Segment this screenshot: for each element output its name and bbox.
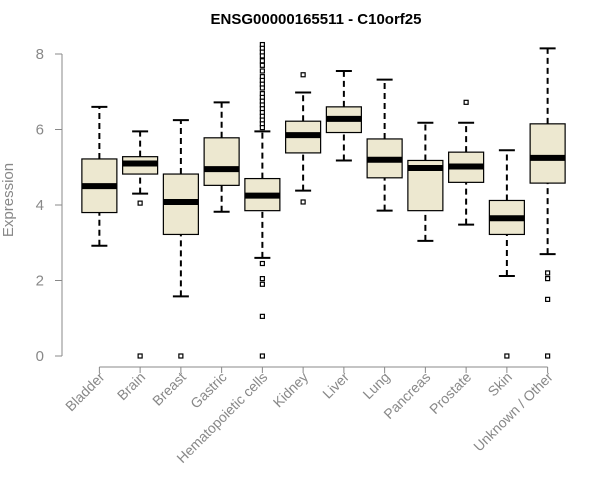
- outlier-point: [259, 260, 265, 267]
- outlier-point: [259, 58, 265, 64]
- y-tick-label: 6: [36, 122, 44, 139]
- x-tick-label: Prostate: [426, 369, 474, 417]
- y-axis-label: Expression: [0, 163, 17, 237]
- outlier-point: [259, 125, 265, 131]
- boxplot-prostate: [448, 99, 485, 226]
- outlier-point: [259, 85, 265, 91]
- outlier-point: [545, 296, 551, 302]
- outlier-point: [259, 313, 265, 319]
- boxplot-unknown-other: [529, 47, 566, 359]
- x-tick-label: Bladder: [62, 369, 108, 415]
- boxplot-gastric: [203, 101, 240, 213]
- boxplot-liver: [325, 69, 362, 162]
- boxplots: [81, 41, 566, 359]
- boxplot-bladder: [81, 105, 118, 247]
- x-tick-label: Lung: [359, 369, 392, 402]
- outlier-point: [259, 276, 265, 282]
- outlier-point: [545, 353, 551, 359]
- outlier-point: [259, 62, 265, 68]
- outlier-point: [463, 99, 469, 105]
- boxplot-breast: [162, 119, 199, 359]
- boxplot-hematopoietic-cells: [244, 41, 281, 359]
- x-tick-label: Breast: [149, 369, 189, 409]
- outlier-point: [259, 281, 265, 287]
- outlier-point: [137, 353, 143, 359]
- outlier-point: [504, 353, 510, 359]
- boxplot-lung: [366, 78, 403, 212]
- outlier-point: [545, 270, 551, 276]
- boxplot-brain: [122, 130, 159, 359]
- boxplot-skin: [488, 149, 525, 359]
- y-tick-label: 2: [36, 273, 44, 290]
- box: [203, 137, 240, 186]
- x-tick-label: Skin: [484, 369, 515, 400]
- outlier-point: [300, 199, 306, 205]
- x-tick-label: Kidney: [270, 369, 312, 411]
- box: [529, 123, 566, 184]
- x-tick-label: Liver: [319, 369, 352, 402]
- boxplot-kidney: [285, 72, 322, 205]
- outlier-point: [300, 72, 306, 78]
- y-tick-label: 8: [36, 46, 44, 63]
- outlier-point: [259, 68, 265, 74]
- outlier-point: [178, 353, 184, 359]
- outlier-point: [259, 353, 265, 359]
- y-tick-label: 4: [36, 197, 44, 214]
- outlier-point: [545, 276, 551, 282]
- y-axis: 0 2 4 6 8: [36, 46, 63, 365]
- outlier-point: [137, 200, 143, 206]
- x-tick-label: Brain: [114, 369, 148, 403]
- outlier-point: [259, 53, 265, 59]
- y-tick-label: 0: [36, 348, 44, 365]
- chart-title: ENSG00000165511 - C10orf25: [211, 11, 422, 28]
- boxplot-pancreas: [407, 121, 444, 242]
